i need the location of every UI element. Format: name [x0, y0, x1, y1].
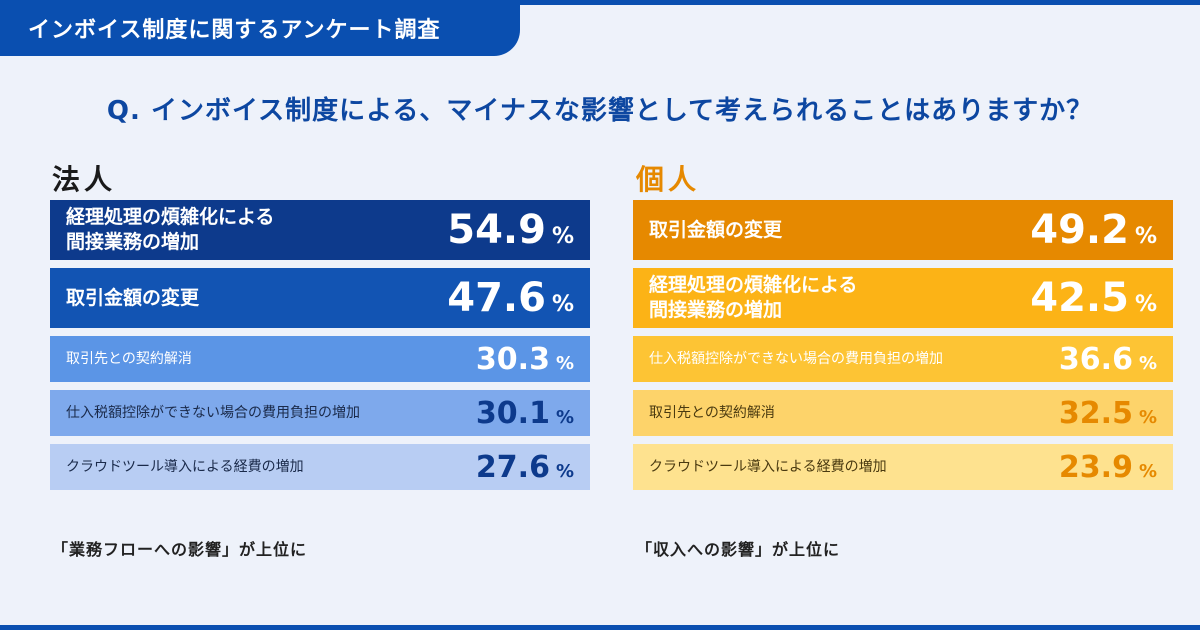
individual-value-number: 49.2	[1030, 207, 1129, 253]
corporate-value-number: 27.6	[475, 449, 550, 485]
individual-value-number: 42.5	[1030, 275, 1129, 321]
corporate-note: 「業務フローへの影響」が上位に	[52, 540, 308, 559]
corporate-value-unit: %	[555, 460, 574, 482]
corporate-value-unit: %	[551, 224, 574, 249]
individual-row-value: 32.5%	[1059, 396, 1157, 431]
corporate-row-label: 取引金額の変更	[66, 286, 200, 309]
individual-row-label: 取引先との契約解消	[649, 404, 775, 421]
top-rule	[0, 0, 1200, 5]
individual-row-label: 仕入税額控除ができない場合の費用負担の増加	[649, 350, 943, 367]
individual-row: 取引先との契約解消 32.5%	[633, 390, 1173, 436]
corporate-row: 取引金額の変更 47.6%	[50, 268, 590, 328]
individual-row: 取引金額の変更 49.2%	[633, 200, 1173, 260]
corporate-value-number: 30.1	[475, 395, 550, 431]
individual-row-label: クラウドツール導入による経費の増加	[649, 458, 887, 475]
corporate-value-unit: %	[555, 406, 574, 428]
corporate-row-label: 経理処理の煩雑化による 間接業務の増加	[66, 206, 275, 253]
individual-value-unit: %	[1134, 292, 1157, 317]
individual-results-list: 取引金額の変更 49.2% 経理処理の煩雑化による 間接業務の増加 42.5% 仕入税額…	[633, 200, 1173, 498]
individual-row-label: 経理処理の煩雑化による 間接業務の増加	[649, 274, 858, 321]
corporate-row: 仕入税額控除ができない場合の費用負担の増加 30.1%	[50, 390, 590, 436]
corporate-row-value: 30.1%	[476, 396, 574, 431]
individual-row-value: 23.9%	[1059, 450, 1157, 485]
corporate-row-value: 47.6%	[447, 275, 574, 321]
corporate-value-number: 47.6	[447, 275, 546, 321]
individual-value-number: 23.9	[1058, 449, 1133, 485]
individual-value-unit: %	[1138, 460, 1157, 482]
individual-value-unit: %	[1134, 224, 1157, 249]
individual-row: クラウドツール導入による経費の増加 23.9%	[633, 444, 1173, 490]
individual-row: 経理処理の煩雑化による 間接業務の増加 42.5%	[633, 268, 1173, 328]
individual-row-value: 36.6%	[1059, 342, 1157, 377]
corporate-row-label: 取引先との契約解消	[66, 350, 192, 367]
corporate-row-value: 54.9%	[447, 207, 574, 253]
corporate-row-value: 30.3%	[476, 342, 574, 377]
corporate-row-label: クラウドツール導入による経費の増加	[66, 458, 304, 475]
individual-row-value: 42.5%	[1030, 275, 1157, 321]
question-text: Q. インボイス制度による、マイナスな影響として考えられることはありますか？	[106, 96, 1094, 126]
individual-row-label: 取引金額の変更	[649, 218, 783, 241]
corporate-row: 取引先との契約解消 30.3%	[50, 336, 590, 382]
corporate-results-list: 経理処理の煩雑化による 間接業務の増加 54.9% 取引金額の変更 47.6% 取引先と…	[50, 200, 590, 498]
individual-row-value: 49.2%	[1030, 207, 1157, 253]
corporate-row: クラウドツール導入による経費の増加 27.6%	[50, 444, 590, 490]
individual-section-title: 個人	[636, 163, 701, 196]
individual-row: 仕入税額控除ができない場合の費用負担の増加 36.6%	[633, 336, 1173, 382]
corporate-value-number: 30.3	[475, 341, 550, 377]
individual-value-unit: %	[1138, 406, 1157, 428]
corporate-row-label: 仕入税額控除ができない場合の費用負担の増加	[66, 404, 360, 421]
corporate-value-unit: %	[551, 292, 574, 317]
corporate-row-value: 27.6%	[476, 450, 574, 485]
corporate-row: 経理処理の煩雑化による 間接業務の増加 54.9%	[50, 200, 590, 260]
individual-value-unit: %	[1138, 352, 1157, 374]
survey-title: インボイス制度に関するアンケート調査	[28, 18, 441, 43]
corporate-value-number: 54.9	[447, 207, 546, 253]
corporate-section-title: 法人	[52, 163, 117, 196]
bottom-rule	[0, 625, 1200, 630]
survey-title-tab: インボイス制度に関するアンケート調査	[0, 0, 520, 56]
individual-note: 「収入への影響」が上位に	[636, 540, 841, 559]
individual-value-number: 32.5	[1058, 395, 1133, 431]
individual-value-number: 36.6	[1058, 341, 1133, 377]
corporate-value-unit: %	[555, 352, 574, 374]
